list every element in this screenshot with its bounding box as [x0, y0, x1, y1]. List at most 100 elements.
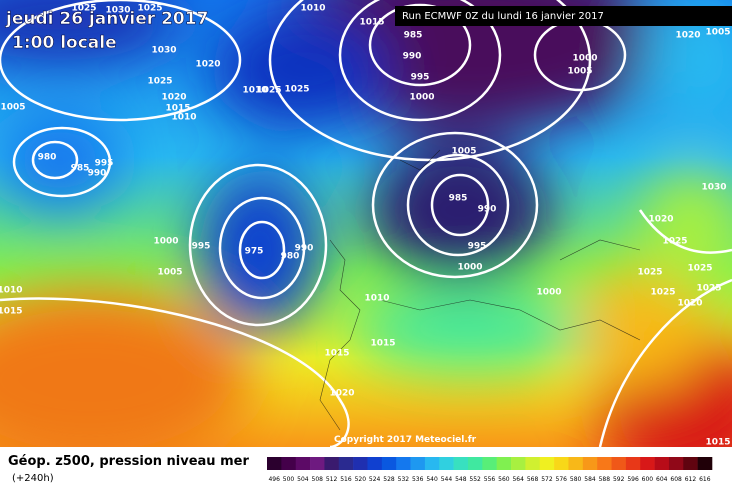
isobar-label: 1025 [137, 4, 162, 14]
legend-label: 580 [570, 476, 582, 483]
isobar-label: 1025 [284, 85, 309, 95]
legend-label: 508 [312, 476, 324, 483]
legend-label: 528 [383, 476, 395, 483]
isobar-label: 995 [192, 242, 211, 252]
isobar-label: 975 [245, 247, 264, 257]
isobar-label: 1000 [153, 237, 178, 247]
isobar-label: 990 [88, 169, 107, 179]
legend-label: 576 [556, 476, 568, 483]
legend-swatch [338, 457, 354, 470]
legend-label: 520 [355, 476, 367, 483]
footer-title: Géop. z500, pression niveau mer [8, 454, 249, 469]
isobar-label: 1010 [242, 86, 267, 96]
legend-label: 540 [426, 476, 438, 483]
legend-label: 592 [613, 476, 625, 483]
isobar-label: 1020 [648, 215, 673, 225]
isobar-label: 1005 [705, 28, 730, 38]
legend-swatch [568, 457, 584, 470]
color-legend: 496 500 504 508 512 516 520 524 528 532 536 540 544 5… [267, 457, 713, 483]
legend-swatch [554, 457, 569, 470]
legend-swatch [511, 457, 526, 470]
isobar-label: 1025 [71, 4, 96, 14]
isobar-label: 1000 [409, 93, 434, 103]
run-box [395, 6, 732, 26]
isobar-label: 1000 [536, 288, 561, 298]
isobar-label: 995 [468, 242, 487, 252]
legend-swatch [324, 457, 340, 470]
legend-swatch [367, 457, 383, 470]
legend-label: 600 [642, 476, 654, 483]
isobar-label: 1030 [701, 183, 726, 193]
isobar-label: 995 [411, 73, 430, 83]
legend-label: 608 [670, 476, 682, 483]
legend-swatch [525, 457, 541, 470]
legend-label: 584 [584, 476, 596, 483]
isobar-label: 985 [71, 164, 90, 174]
isobar-label: 1015 [705, 438, 730, 448]
legend-swatch [396, 457, 411, 470]
legend-label: 564 [512, 476, 524, 483]
isobar-label: 1020 [677, 299, 702, 309]
legend-label: 500 [283, 476, 295, 483]
isobar-label: 1015 [324, 349, 349, 359]
legend-label: 556 [484, 476, 496, 483]
isobar-label: 1005 [451, 147, 476, 157]
legend-label: 604 [656, 476, 668, 483]
legend-swatch [439, 457, 454, 470]
isobar-label: 1025 [650, 288, 675, 298]
date-label: jeudi 26 janvier 2017 [5, 9, 208, 29]
legend-swatch [453, 457, 469, 470]
legend-swatch [267, 457, 282, 470]
legend-label: 516 [340, 476, 352, 483]
legend-swatch [281, 457, 297, 470]
isobar-label: 1025 [662, 237, 687, 247]
isobar-label: 1005 [0, 103, 25, 113]
legend-swatch [582, 457, 598, 470]
isobar-label: 1025 [687, 264, 712, 274]
legend-swatch [668, 457, 684, 470]
legend-swatch [381, 457, 397, 470]
isobar-label: 985 [449, 194, 468, 204]
isobar-label: 1005 [157, 268, 182, 278]
legend-label: 616 [699, 476, 711, 483]
isobar-label: 985 [404, 31, 423, 41]
isobar-label: 1000 [457, 263, 482, 273]
isobar-label: 990 [478, 205, 497, 215]
legend-label: 572 [541, 476, 553, 483]
isobar-label: 1010 [300, 4, 325, 14]
isobar-label: 1010 [0, 286, 23, 296]
isobar-label: 1025 [256, 86, 281, 96]
legend-swatch [683, 457, 698, 470]
time-label: 1:00 locale [12, 33, 117, 53]
isobar-label: 990 [295, 244, 314, 254]
legend-swatch [410, 457, 426, 470]
isobar-label: 1015 [0, 307, 23, 317]
legend-swatch [539, 457, 555, 470]
legend-swatch [496, 457, 512, 470]
legend-swatch [295, 457, 311, 470]
isobar-label: 1030 [105, 6, 130, 16]
isobar-label: 1000 [572, 54, 597, 64]
legend-swatch [640, 457, 655, 470]
legend-swatch [625, 457, 641, 470]
footer-lead: (+240h) [12, 473, 54, 484]
run-label: Run ECMWF 0Z du lundi 16 janvier 2017 [402, 11, 604, 22]
isobar-label: 1015 [165, 104, 190, 114]
isobar-label: 1020 [195, 60, 220, 70]
isobar-label: 1020 [161, 93, 186, 103]
isobar-label: 1030 [151, 46, 176, 56]
isobar-label: 1010 [364, 294, 389, 304]
legend-swatch [353, 457, 368, 470]
legend-label: 548 [455, 476, 467, 483]
legend-swatch [697, 457, 713, 470]
legend-swatch [654, 457, 670, 470]
isobar-label: 1020 [329, 389, 354, 399]
legend-swatch [597, 457, 612, 470]
copyright: Copyright 2017 Meteociel.fr [334, 435, 477, 445]
isobar-label: 1015 [359, 18, 384, 28]
legend-label: 524 [369, 476, 381, 483]
legend-label: 588 [599, 476, 611, 483]
legend-label: 504 [297, 476, 309, 483]
